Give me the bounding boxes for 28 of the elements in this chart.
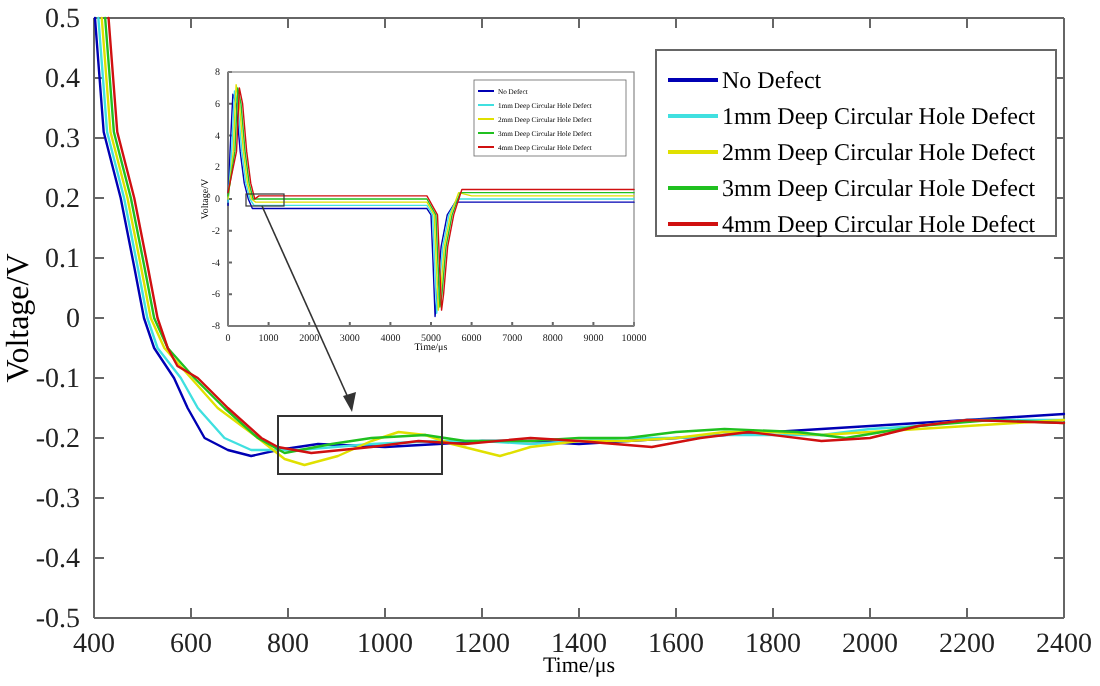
x-axis-title: Time/μs	[542, 654, 616, 678]
x-tick-label: 600	[170, 629, 212, 660]
x-tick-label: 1000	[357, 629, 413, 660]
legend-label: 1mm Deep Circular Hole Defect	[722, 102, 1037, 131]
y-axis-title: Voltage/V	[2, 252, 36, 383]
y-tick-label: -0.4	[35, 544, 80, 575]
legend-label: 3mm Deep Circular Hole Defect	[722, 174, 1037, 203]
legend-label: No Defect	[722, 66, 823, 95]
x-tick-label: 1800	[745, 629, 801, 660]
y-tick-label: 0.1	[45, 244, 80, 275]
y-tick-label: 0.3	[45, 124, 80, 155]
y-tick-label: -0.3	[35, 484, 80, 515]
y-tick-label: -0.5	[35, 604, 80, 635]
x-tick-label: 1600	[648, 629, 704, 660]
y-tick-label: 0.5	[45, 4, 80, 35]
y-tick-label: 0.2	[45, 184, 80, 215]
x-tick-label: 1400	[551, 629, 607, 660]
x-tick-label: 1200	[454, 629, 510, 660]
y-tick-label: -0.2	[35, 424, 80, 455]
legend-label: 4mm Deep Circular Hole Defect	[722, 210, 1037, 239]
x-tick-label: 2000	[842, 629, 898, 660]
x-tick-label: 2400	[1036, 629, 1092, 660]
x-tick-label: 800	[267, 629, 309, 660]
x-tick-label: 2200	[939, 629, 995, 660]
y-tick-label: 0.4	[45, 64, 80, 95]
y-tick-label: -0.1	[35, 364, 80, 395]
x-tick-label: 400	[73, 629, 115, 660]
legend-label: 2mm Deep Circular Hole Defect	[722, 138, 1037, 167]
